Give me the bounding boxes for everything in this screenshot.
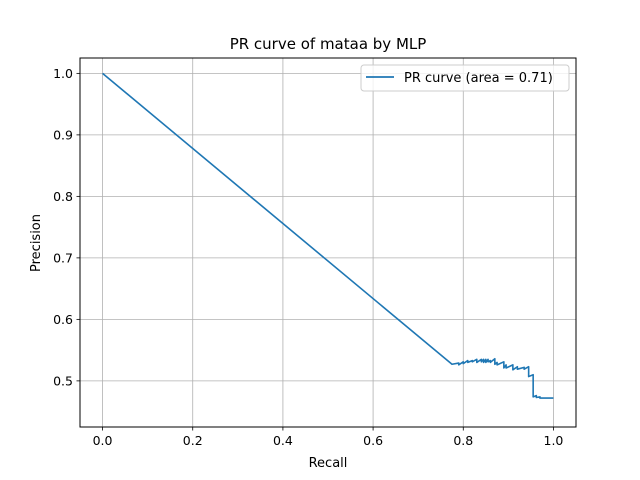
pr-curve-line-0 [102,72,554,399]
x-axis-label: Recall [309,456,348,471]
y-tick-label: 0.6 [53,312,73,327]
y-tick-label: 0.5 [53,373,73,388]
plot-frame [79,57,577,428]
ticks: 0.0 0.2 0.4 0.6 0.8 1.0 0.5 0.6 0.7 0.8 0.9 1.0 [53,66,563,448]
x-tick-label: 0.6 [363,433,383,448]
x-tick-label: 0.2 [183,433,203,448]
x-tick-label: 0.8 [453,433,473,448]
legend-box [360,64,570,92]
legend-entry-label: PR curve (area = 0.71) [404,71,553,86]
legend: PR curve (area = 0.71) [360,64,570,92]
y-tick-label: 0.9 [53,127,73,142]
series-layer [102,72,554,399]
x-tick-label: 0.4 [273,433,293,448]
y-tick-label: 1.0 [53,66,73,81]
y-axis-label: Precision [29,214,44,272]
y-tick-label: 0.8 [53,189,73,204]
x-tick-label: 1.0 [544,433,564,448]
grid [80,58,576,427]
y-tick-label: 0.7 [53,250,73,265]
x-tick-label: 0.0 [93,433,113,448]
chart-title: PR curve of mataa by MLP [230,35,427,53]
